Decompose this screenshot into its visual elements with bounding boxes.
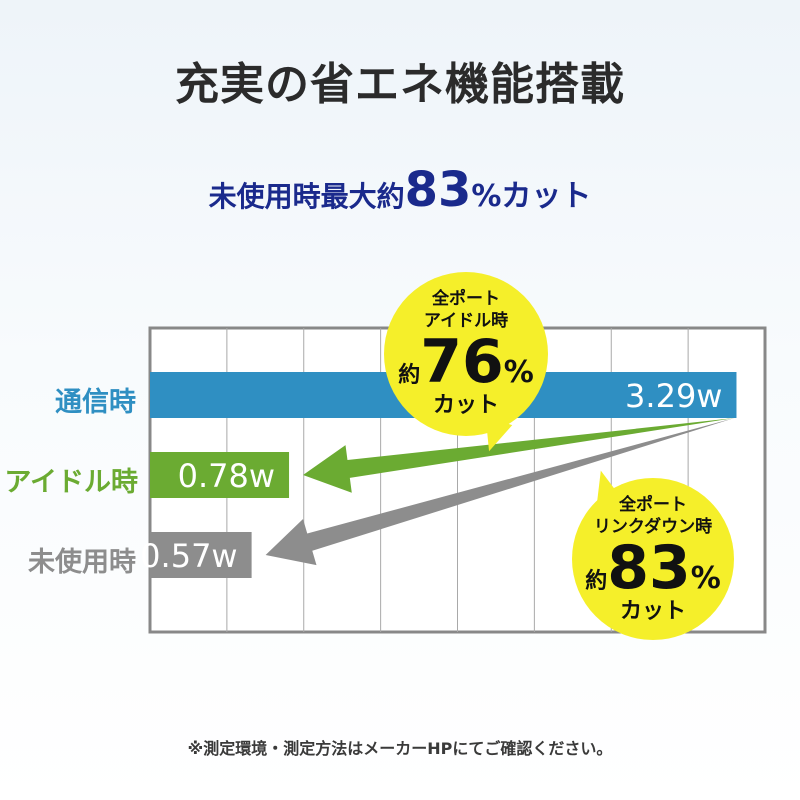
callout-linkdown-number: 83 [607, 533, 691, 603]
callout-idle: 全ポート アイドル時 約76% カット [384, 272, 548, 436]
category-label-1: アイドル時 [4, 467, 138, 498]
bar-value-label-1: 0.78w [178, 457, 275, 495]
callout-linkdown-suffix: % [690, 561, 721, 596]
arrow-to-idle [303, 418, 735, 493]
callout-idle-prefix: 約 [398, 363, 421, 388]
bar-value-label-0: 3.29w [625, 377, 722, 415]
callout-linkdown-prefix: 約 [585, 569, 608, 594]
callout-linkdown: 全ポート リンクダウン時 約83% カット [572, 478, 734, 640]
callout-idle-line2: アイドル時 [423, 311, 509, 331]
page-title: 充実の省エネ機能搭載 [175, 59, 625, 110]
subtitle: 未使用時最大約83%カット [0, 162, 800, 218]
callout-linkdown-line2: リンクダウン時 [593, 517, 713, 537]
subtitle-suffix: %カット [471, 179, 592, 214]
bar-1 [150, 452, 290, 498]
subtitle-number: 83 [404, 162, 472, 218]
category-label-2: 未使用時 [28, 547, 136, 578]
arrow-to-unused [265, 418, 735, 566]
callout-idle-suffix: % [503, 355, 534, 390]
callout-linkdown-line1: 全ポート [619, 495, 687, 515]
callout-idle-number: 76 [420, 327, 504, 397]
category-label-0: 通信時 [55, 387, 136, 418]
callout-linkdown-cut: カット [619, 599, 686, 624]
bar-value-label-2: 0.57w [140, 537, 237, 575]
callout-idle-line1: 全ポート [432, 289, 500, 309]
bar-2 [150, 532, 252, 578]
footnote: ※測定環境・測定方法はメーカーHPにてご確認ください。 [187, 739, 613, 758]
callout-idle-cut: カット [432, 393, 499, 418]
callout-idle-main: 約76% [384, 332, 548, 392]
callout-linkdown-main: 約83% [572, 538, 734, 598]
subtitle-prefix: 未使用時最大約 [208, 180, 405, 213]
